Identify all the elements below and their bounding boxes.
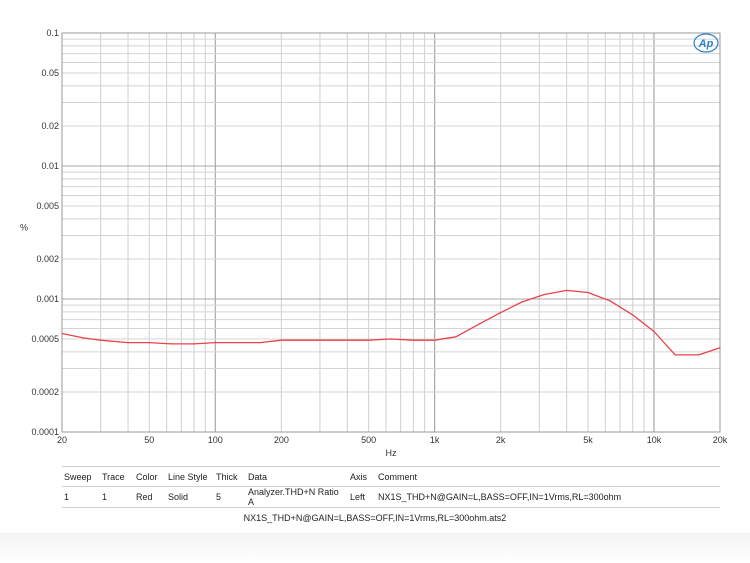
x-tick-label: 2k [496, 435, 506, 445]
legend-header-data: Data [246, 466, 348, 487]
x-tick-label: 5k [583, 435, 593, 445]
legend-cell-line-style: Solid [166, 486, 214, 508]
data-point [543, 293, 545, 296]
data-point [301, 339, 304, 341]
legend-cell-data: Analyzer.THD+N Ratio A [246, 486, 348, 508]
legend-cell-thick: 5 [214, 486, 246, 508]
y-tick-label: 0.005 [36, 201, 59, 211]
data-point [61, 332, 63, 335]
x-tick-label: 20k [713, 435, 728, 445]
x-tick-label: 200 [274, 435, 289, 445]
y-tick-label: 0.0002 [31, 387, 59, 397]
data-point [698, 354, 700, 356]
legend-header-axis: Axis [348, 466, 376, 487]
data-point [566, 289, 568, 292]
data-point [100, 339, 102, 341]
x-tick-label: 1k [430, 435, 440, 445]
x-tick-label: 500 [361, 435, 376, 445]
data-point [587, 291, 589, 294]
data-point [324, 339, 326, 341]
y-tick-label: 0.05 [41, 68, 59, 78]
legend-header-comment: Comment [376, 466, 720, 487]
legend-cell-axis: Left [348, 486, 376, 508]
legend-header-sweep: Sweep [62, 466, 100, 487]
data-point [412, 339, 414, 341]
x-tick-label: 50 [144, 435, 154, 445]
data-point [674, 354, 676, 356]
y-tick-label: 0.0005 [31, 334, 59, 344]
legend-header-row: Sweep Trace Color Line Style Thick Data … [62, 466, 720, 487]
data-point [390, 338, 392, 340]
bottom-shadow [0, 533, 750, 563]
y-tick-label: 0.0001 [31, 427, 59, 437]
y-tick-labels: 0.1 0.05 0.02 0.01 0.005 0.002 0.001 0.0005 0.00… [31, 28, 59, 437]
legend-header-line-style: Line Style [166, 466, 214, 487]
chart: 20 50 100 200 500 1k 2k 5k 10k 20k 0.1 0.05 0.02 0.0… [20, 28, 728, 458]
series-line [61, 289, 721, 356]
data-point [259, 342, 261, 344]
data-point [346, 339, 348, 341]
data-point [193, 343, 195, 345]
data-point [478, 323, 481, 325]
legend-cell-sweep: 1 [62, 486, 100, 508]
x-tick-label: 10k [647, 435, 662, 445]
series-layer [61, 289, 721, 356]
data-point [280, 339, 282, 341]
legend-cell-trace: 1 [100, 486, 134, 508]
data-point [127, 342, 129, 344]
file-name: NX1S_THD+N@GAIN=L,BASS=OFF,IN=1Vrms,RL=3… [243, 513, 507, 523]
data-point [653, 330, 655, 333]
data-point [434, 339, 436, 341]
data-point [214, 342, 216, 344]
y-tick-label: 0.002 [36, 254, 59, 264]
legend-header-thick: Thick [214, 466, 246, 487]
y-tick-label: 0.1 [46, 28, 59, 38]
data-point [500, 312, 502, 314]
data-point [368, 339, 370, 341]
y-tick-label: 0.02 [41, 121, 59, 131]
data-point [609, 300, 611, 302]
data-point [82, 337, 84, 339]
data-point [235, 342, 238, 344]
x-tick-labels: 20 50 100 200 500 1k 2k 5k 10k 20k [57, 435, 728, 445]
legend-header-color: Color [134, 466, 166, 487]
y-axis-label: % [20, 223, 28, 233]
data-point [632, 314, 634, 316]
grid [62, 33, 720, 432]
ap-logo: Ap [693, 33, 719, 53]
x-tick-label: 100 [208, 435, 223, 445]
legend-row: 1 1 Red Solid 5 Analyzer.THD+N Ratio A L… [62, 486, 720, 508]
data-point [170, 343, 172, 345]
legend-cell-comment: NX1S_THD+N@GAIN=L,BASS=OFF,IN=1Vrms,RL=3… [376, 486, 720, 508]
data-point [455, 336, 457, 338]
y-tick-label: 0.01 [41, 161, 59, 171]
ap-logo-text: Ap [698, 38, 714, 50]
legend-cell-color: Red [134, 486, 166, 508]
legend-table: Sweep Trace Color Line Style Thick Data … [62, 466, 720, 508]
data-point [521, 301, 523, 303]
data-point [148, 342, 150, 344]
plot-frame [61, 32, 721, 433]
x-axis-label: Hz [386, 448, 397, 458]
legend-header-trace: Trace [100, 466, 134, 487]
data-point [719, 347, 721, 349]
y-tick-label: 0.001 [36, 294, 59, 304]
x-tick-label: 20 [57, 435, 67, 445]
